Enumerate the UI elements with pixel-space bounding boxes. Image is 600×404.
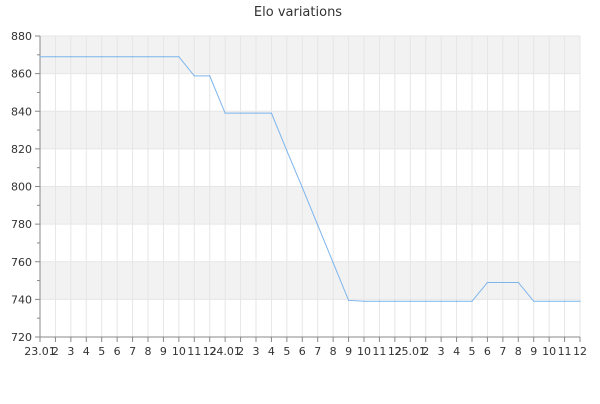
data-point [224,112,226,114]
y-tick-label: 880 [11,30,32,43]
data-point [471,300,473,302]
plot-band [40,261,580,300]
x-tick-label: 12 [203,345,217,358]
x-tick-label: 2 [422,345,429,358]
data-point [486,281,489,284]
x-tick-label: 4 [268,345,275,358]
data-point [394,300,396,302]
x-tick-label: 7 [129,345,136,358]
x-tick-label: 12 [388,345,402,358]
series-line [40,56,580,302]
data-point [363,300,365,302]
x-tick-label: 7 [314,345,321,358]
data-point [286,150,288,152]
x-tick-label: 10 [542,345,556,358]
x-tick-label: 3 [438,345,445,358]
x-tick-label: 11 [372,345,386,358]
x-tick-label: 9 [160,345,167,358]
data-point [502,281,504,284]
data-point [193,75,195,77]
data-point [54,56,57,58]
x-tick-label: 23.01 [24,345,56,358]
data-point [378,300,381,302]
x-tick-label: 5 [283,345,290,358]
x-tick-label: 10 [172,345,186,358]
x-tick-label: 7 [499,345,506,358]
data-point [409,300,411,302]
x-tick-label: 9 [530,345,537,358]
series-layer [39,56,581,302]
data-point [39,56,41,58]
x-tick-label: 4 [83,345,90,358]
data-point [347,299,350,301]
y-tick-label: 860 [11,68,32,81]
y-axis-ticks: 720 740 760 780 800 820 840 860 880 [11,30,40,344]
data-point [270,112,273,114]
x-tick-label: 6 [299,345,306,358]
x-tick-label: 11 [187,345,201,358]
y-tick-label: 760 [11,256,32,269]
x-tick-label: 2 [52,345,59,358]
data-point [116,56,118,58]
x-tick-label: 10 [357,345,371,358]
data-point [209,75,211,77]
y-tick-label: 840 [11,105,32,118]
data-point [548,300,550,302]
y-tick-label: 740 [11,293,32,306]
x-tick-label: 2 [237,345,244,358]
x-tick-label: 5 [98,345,105,358]
data-point [70,56,72,58]
data-point [147,56,149,58]
data-point [255,112,257,114]
plot-band [40,111,580,149]
y-tick-label: 800 [11,181,32,194]
data-point [455,300,458,302]
x-tick-label: 5 [469,345,476,358]
x-tick-label: 3 [67,345,74,358]
x-tick-label: 8 [515,345,522,358]
data-point [101,56,103,58]
data-point [533,300,535,302]
x-tick-label: 24.01 [209,345,241,358]
y-tick-label: 780 [11,218,32,231]
x-tick-label: 6 [114,345,121,358]
data-point [425,300,427,302]
plot-band [40,36,580,74]
data-point [579,300,581,302]
data-point [301,186,303,189]
y-tick-label: 720 [11,331,32,344]
y-tick-label: 820 [11,143,32,156]
x-tick-label: 8 [145,345,152,358]
data-point [332,262,334,264]
data-point [131,56,134,58]
x-tick-label: 9 [345,345,352,358]
x-tick-label: 8 [330,345,337,358]
data-point [317,224,319,226]
data-point [162,56,165,58]
x-tick-label: 12 [573,345,587,358]
x-tick-label: 4 [453,345,460,358]
plot-bands [40,36,580,300]
x-tick-label: 11 [558,345,572,358]
x-tick-label: 6 [484,345,491,358]
x-tick-label: 25.01 [395,345,427,358]
data-point [239,112,242,114]
data-point [563,300,566,302]
data-point [85,56,87,58]
data-point [440,300,442,302]
x-tick-label: 3 [253,345,260,358]
data-point [517,281,519,284]
chart-title: Elo variations [254,5,342,20]
data-point [178,56,180,58]
